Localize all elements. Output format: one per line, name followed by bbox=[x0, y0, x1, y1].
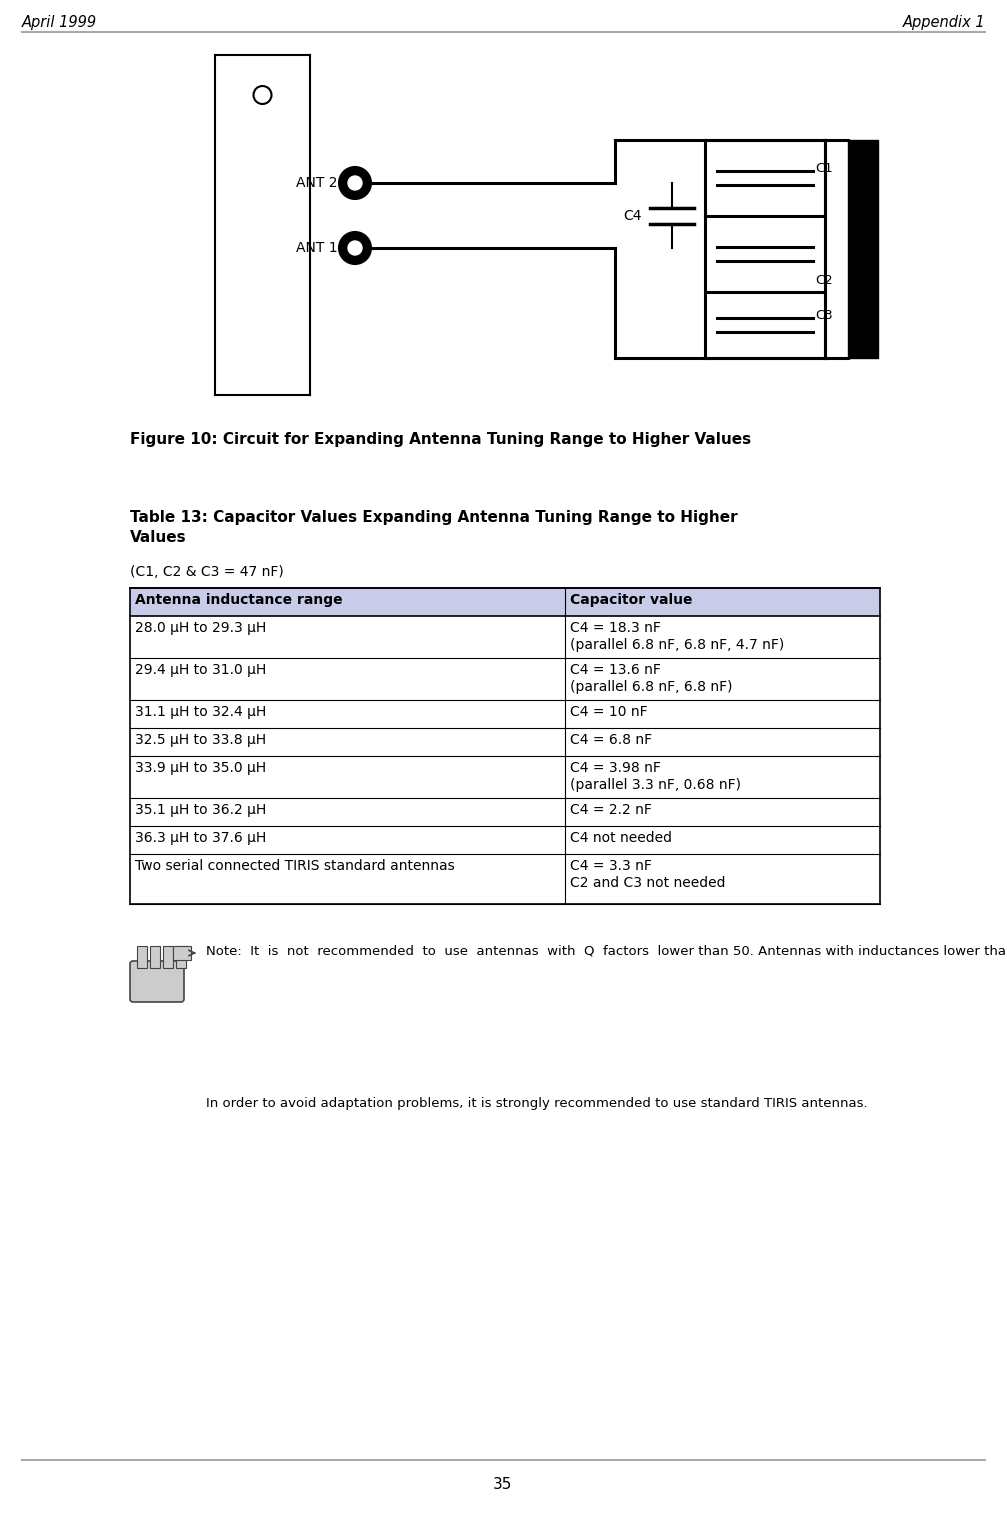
Text: C1: C1 bbox=[815, 162, 833, 176]
Text: C3: C3 bbox=[815, 309, 833, 323]
Text: Note:  It  is  not  recommended  to  use  antennas  with  Q  factors  lower than: Note: It is not recommended to use anten… bbox=[206, 945, 1007, 957]
Text: ANT 2: ANT 2 bbox=[296, 176, 338, 189]
Bar bbox=[137, 945, 147, 968]
Bar bbox=[150, 945, 160, 968]
Circle shape bbox=[348, 176, 362, 189]
Text: C4 = 2.2 nF: C4 = 2.2 nF bbox=[570, 803, 652, 817]
Text: 35: 35 bbox=[493, 1477, 513, 1492]
Text: 32.5 μH to 33.8 μH: 32.5 μH to 33.8 μH bbox=[135, 733, 266, 747]
Text: 35.1 μH to 36.2 μH: 35.1 μH to 36.2 μH bbox=[135, 803, 266, 817]
Bar bbox=[848, 139, 878, 358]
Text: C4 = 3.3 nF
C2 and C3 not needed: C4 = 3.3 nF C2 and C3 not needed bbox=[570, 859, 725, 891]
Text: C2: C2 bbox=[815, 274, 833, 286]
Circle shape bbox=[339, 232, 371, 264]
Bar bbox=[176, 945, 186, 968]
Text: 29.4 μH to 31.0 μH: 29.4 μH to 31.0 μH bbox=[135, 664, 266, 677]
Text: Antenna inductance range: Antenna inductance range bbox=[135, 592, 342, 608]
Text: C4 = 13.6 nF
(parallel 6.8 nF, 6.8 nF): C4 = 13.6 nF (parallel 6.8 nF, 6.8 nF) bbox=[570, 664, 732, 694]
Text: April 1999: April 1999 bbox=[22, 15, 97, 30]
Bar bbox=[130, 588, 880, 617]
Text: 28.0 μH to 29.3 μH: 28.0 μH to 29.3 μH bbox=[135, 621, 266, 635]
Text: Figure 10: Circuit for Expanding Antenna Tuning Range to Higher Values: Figure 10: Circuit for Expanding Antenna… bbox=[130, 432, 751, 447]
Text: C4 = 6.8 nF: C4 = 6.8 nF bbox=[570, 733, 653, 747]
Text: 36.3 μH to 37.6 μH: 36.3 μH to 37.6 μH bbox=[135, 832, 266, 845]
Text: C4: C4 bbox=[623, 209, 642, 223]
FancyBboxPatch shape bbox=[130, 961, 184, 1001]
Text: Capacitor value: Capacitor value bbox=[570, 592, 693, 608]
Text: In order to avoid adaptation problems, it is strongly recommended to use standar: In order to avoid adaptation problems, i… bbox=[206, 1097, 868, 1110]
Text: Appendix 1: Appendix 1 bbox=[902, 15, 985, 30]
Text: C4 = 10 nF: C4 = 10 nF bbox=[570, 704, 648, 720]
Circle shape bbox=[348, 241, 362, 255]
Text: ANT 1: ANT 1 bbox=[296, 241, 338, 255]
Bar bbox=[173, 945, 191, 961]
Text: Two serial connected TIRIS standard antennas: Two serial connected TIRIS standard ante… bbox=[135, 859, 455, 873]
Text: C4 not needed: C4 not needed bbox=[570, 832, 672, 845]
Text: (C1, C2 & C3 = 47 nF): (C1, C2 & C3 = 47 nF) bbox=[130, 565, 284, 579]
Text: C4 = 3.98 nF
(parallel 3.3 nF, 0.68 nF): C4 = 3.98 nF (parallel 3.3 nF, 0.68 nF) bbox=[570, 761, 741, 792]
Bar bbox=[163, 945, 173, 968]
Circle shape bbox=[339, 167, 371, 198]
Text: C4 = 18.3 nF
(parallel 6.8 nF, 6.8 nF, 4.7 nF): C4 = 18.3 nF (parallel 6.8 nF, 6.8 nF, 4… bbox=[570, 621, 784, 653]
Text: Table 13: Capacitor Values Expanding Antenna Tuning Range to Higher
Values: Table 13: Capacitor Values Expanding Ant… bbox=[130, 511, 737, 545]
Text: 33.9 μH to 35.0 μH: 33.9 μH to 35.0 μH bbox=[135, 761, 266, 776]
Text: 31.1 μH to 32.4 μH: 31.1 μH to 32.4 μH bbox=[135, 704, 266, 720]
